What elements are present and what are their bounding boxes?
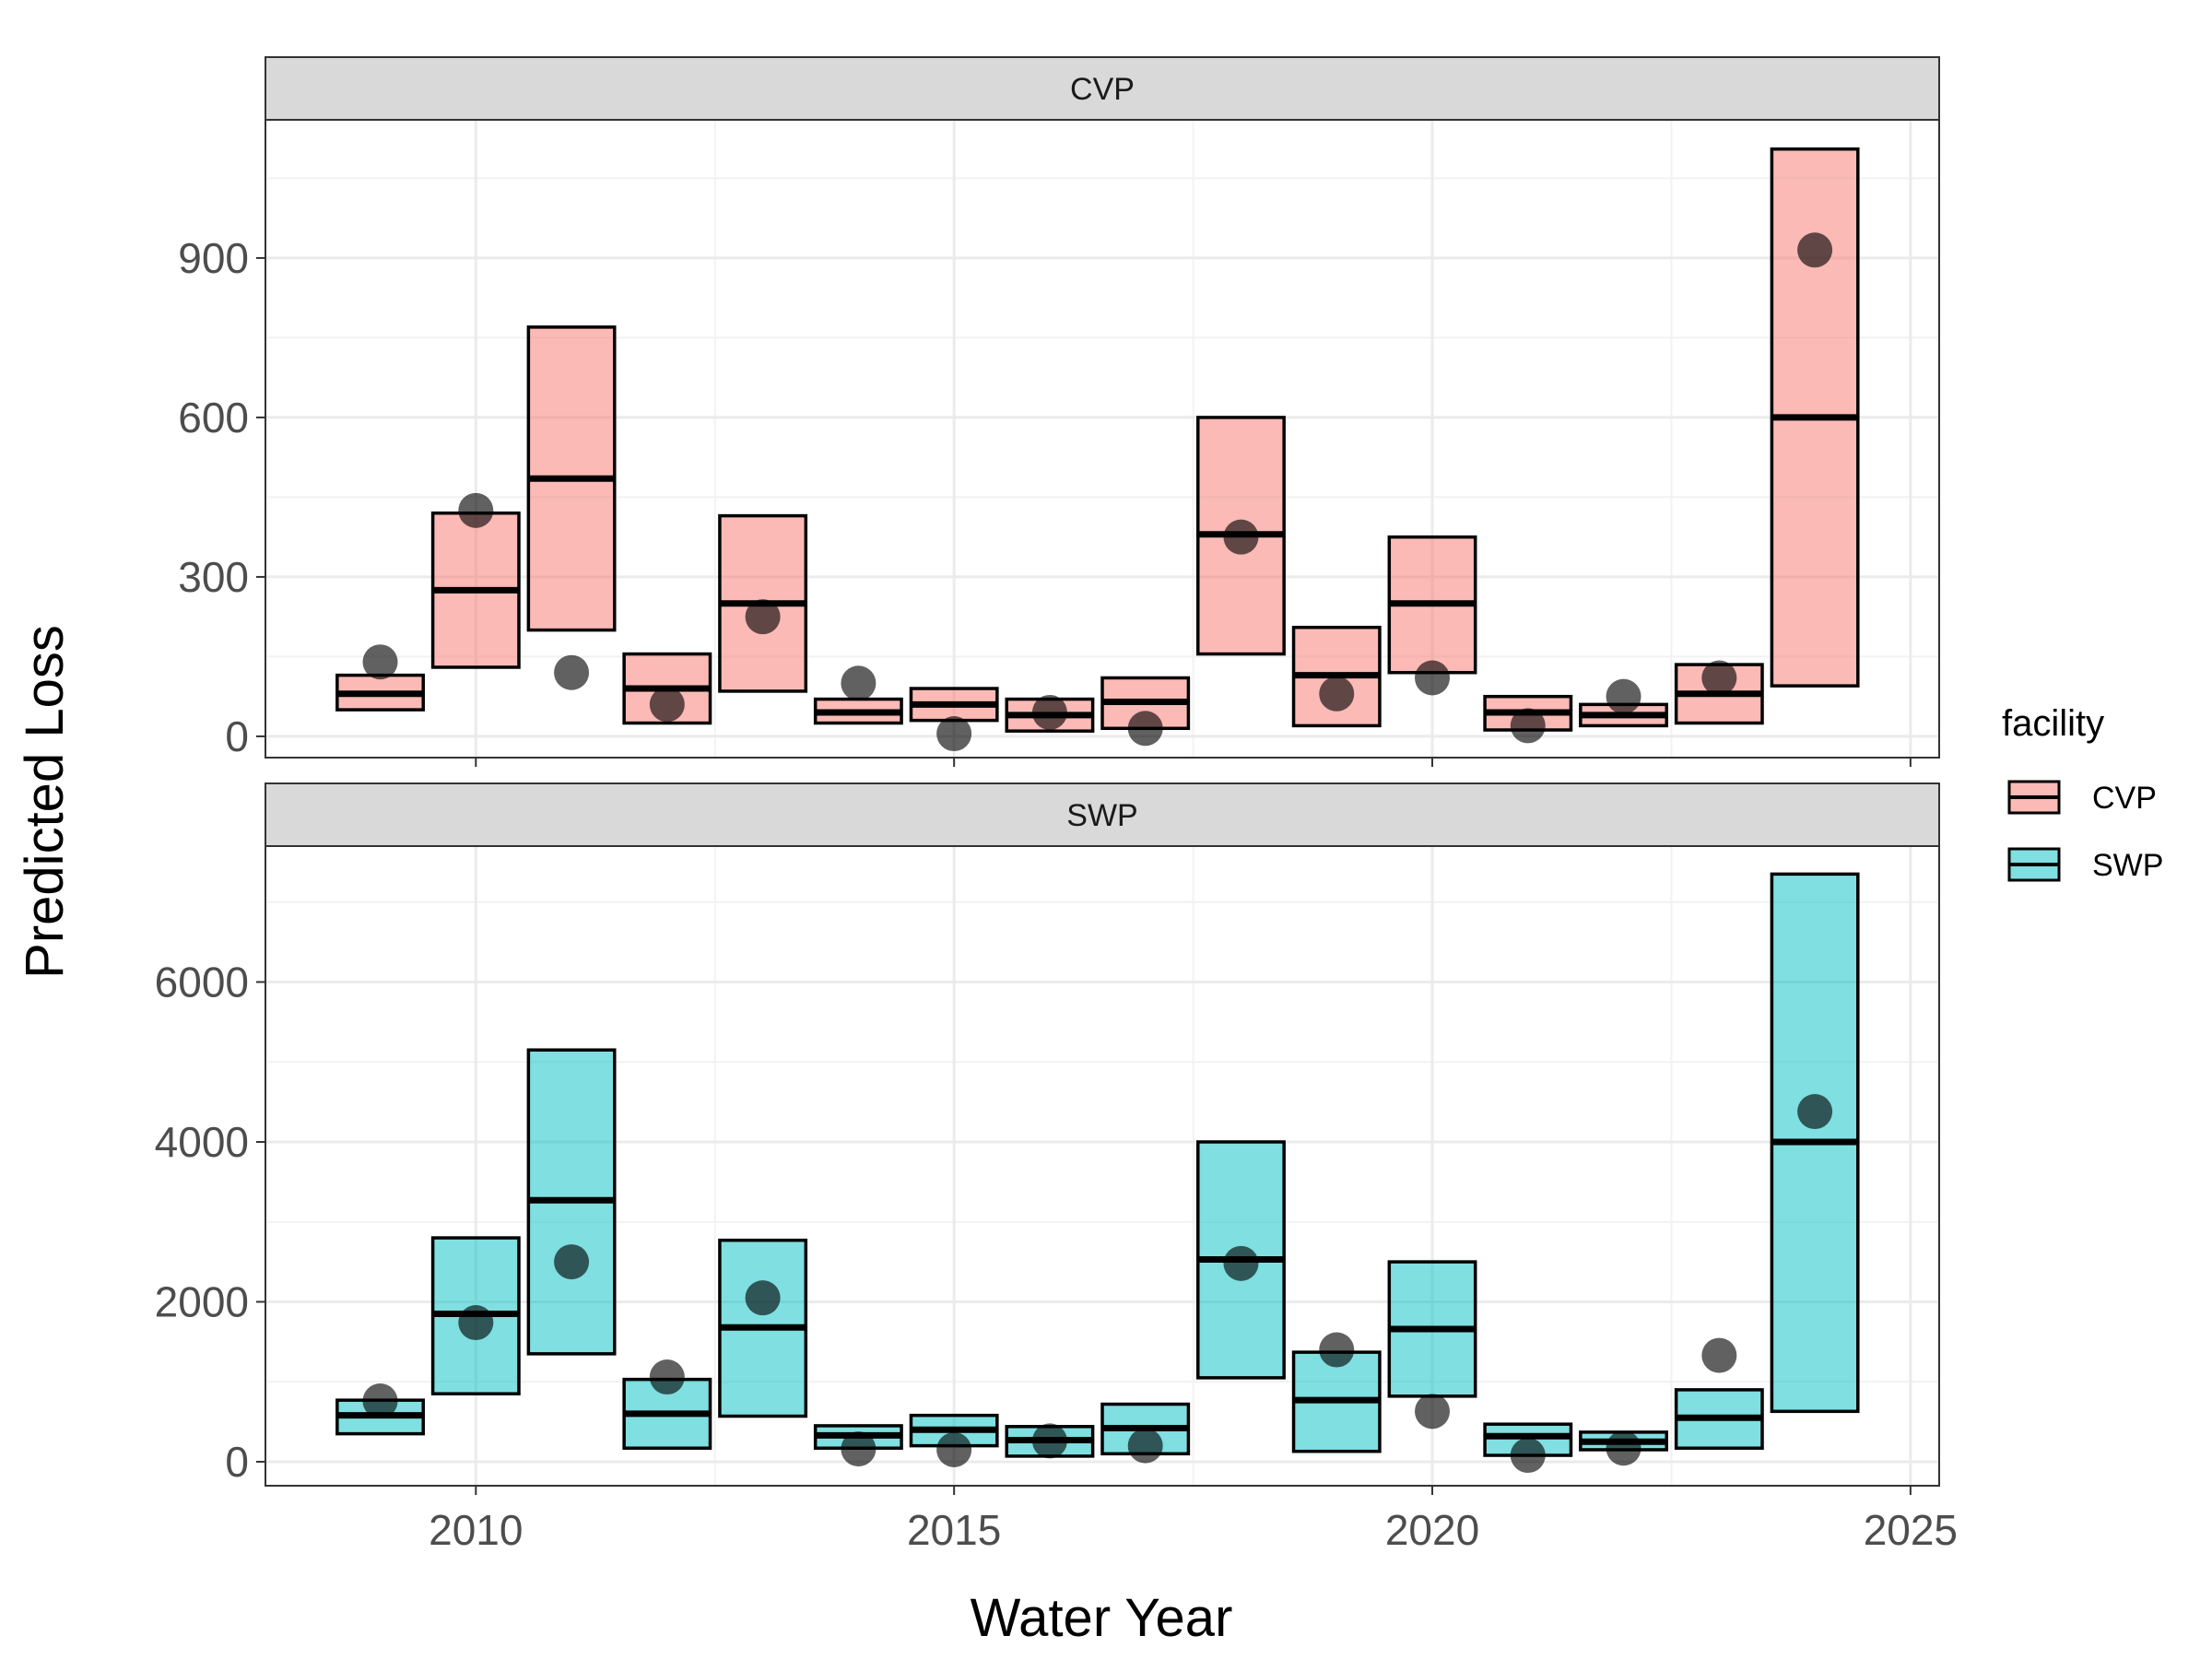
point-swp-2022 xyxy=(1606,1430,1641,1466)
strip-label-swp: SWP xyxy=(1066,798,1137,833)
point-swp-2011 xyxy=(554,1244,590,1280)
point-cvp-2009 xyxy=(362,644,398,680)
legend-label-swp: SWP xyxy=(2092,848,2163,883)
x-tick-label: 2015 xyxy=(907,1506,1001,1554)
point-swp-2019 xyxy=(1319,1332,1355,1368)
point-swp-2016 xyxy=(1031,1423,1067,1459)
panels-layer: CVP 0 300 600 900 SWP 0 2000 4000 6000 2010 2015 202… xyxy=(155,56,1958,1554)
point-swp-2010 xyxy=(458,1305,494,1341)
point-cvp-2013 xyxy=(745,599,781,635)
point-cvp-2017 xyxy=(1127,711,1163,747)
point-cvp-2019 xyxy=(1319,676,1355,712)
point-swp-2013 xyxy=(745,1280,781,1316)
panel-swp: SWP 0 2000 4000 6000 2010 2015 2020 2025 xyxy=(155,782,1958,1554)
point-swp-2023 xyxy=(1701,1337,1737,1373)
legend-label-cvp: CVP xyxy=(2092,781,2157,816)
point-cvp-2020 xyxy=(1415,660,1451,696)
y-tick-label-swp: 2000 xyxy=(155,1277,249,1325)
x-tick-label: 2010 xyxy=(429,1506,523,1554)
y-axis-title: Predicted Loss xyxy=(15,625,75,979)
y-axis-title-text: Predicted Loss xyxy=(15,625,75,979)
strip-swp xyxy=(265,782,1940,847)
point-swp-2015 xyxy=(936,1431,972,1467)
point-cvp-2023 xyxy=(1701,660,1737,696)
panel-cvp: CVP 0 300 600 900 xyxy=(178,56,1940,767)
x-tick-label: 2020 xyxy=(1385,1506,1479,1554)
point-swp-2009 xyxy=(362,1383,398,1419)
y-tick-label-cvp: 900 xyxy=(178,234,249,282)
x-axis-title-text: Water Year xyxy=(971,1588,1233,1648)
x-tick-label: 2025 xyxy=(1864,1506,1958,1554)
point-cvp-2022 xyxy=(1606,678,1641,714)
point-swp-2014 xyxy=(841,1431,877,1467)
point-cvp-2011 xyxy=(554,654,590,690)
legend: facility CVP SWP xyxy=(2002,703,2163,883)
point-swp-2020 xyxy=(1415,1394,1451,1430)
point-swp-2024 xyxy=(1797,1094,1833,1130)
legend-title: facility xyxy=(2002,703,2104,744)
point-cvp-2021 xyxy=(1510,708,1546,744)
y-tick-label-cvp: 0 xyxy=(225,712,249,760)
point-swp-2021 xyxy=(1510,1438,1546,1474)
point-swp-2017 xyxy=(1127,1428,1163,1464)
point-cvp-2015 xyxy=(936,716,972,752)
point-cvp-2016 xyxy=(1031,694,1067,730)
y-tick-label-cvp: 300 xyxy=(178,553,249,601)
strip-cvp xyxy=(265,56,1940,121)
y-tick-label-swp: 0 xyxy=(225,1438,249,1486)
x-axis-title: Water Year xyxy=(971,1588,1233,1648)
point-cvp-2014 xyxy=(841,665,877,701)
y-tick-label-swp: 4000 xyxy=(155,1118,249,1166)
point-cvp-2012 xyxy=(649,687,685,723)
y-tick-label-cvp: 600 xyxy=(178,394,249,441)
y-tick-label-swp: 6000 xyxy=(155,958,249,1006)
point-cvp-2010 xyxy=(458,492,494,528)
point-swp-2018 xyxy=(1223,1245,1259,1281)
point-cvp-2024 xyxy=(1797,232,1833,268)
point-cvp-2018 xyxy=(1223,519,1259,555)
strip-label-cvp: CVP xyxy=(1070,72,1135,107)
point-swp-2012 xyxy=(649,1359,685,1395)
